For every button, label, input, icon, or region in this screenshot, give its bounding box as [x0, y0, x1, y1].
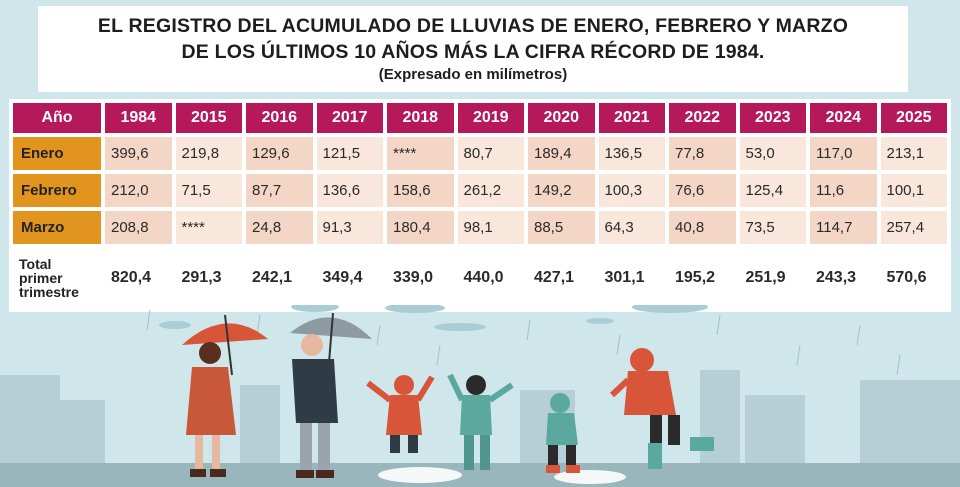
cell-marzo-2016: 24,8 [246, 211, 313, 244]
clouds [159, 305, 708, 331]
child-running-red [609, 348, 714, 469]
cell-enero-2024: 117,0 [810, 137, 877, 170]
column-header-1984: 1984 [105, 103, 172, 133]
cell-marzo-1984: 208,8 [105, 211, 172, 244]
cell-enero-2022: 77,8 [669, 137, 736, 170]
column-header-2021: 2021 [598, 103, 665, 133]
cell-marzo-2019: 98,1 [457, 211, 524, 244]
cell-enero-2015: 219,8 [175, 137, 242, 170]
total-2018: 339,0 [387, 248, 454, 308]
cell-marzo-2025: 257,4 [880, 211, 947, 244]
cell-febrero-2019: 261,2 [457, 174, 524, 207]
total-2016: 242,1 [246, 248, 313, 308]
cell-febrero-2021: 100,3 [598, 174, 665, 207]
cell-febrero-1984: 212,0 [105, 174, 172, 207]
cell-febrero-2016: 87,7 [246, 174, 313, 207]
rain-scene-illustration [0, 305, 960, 487]
cell-marzo-2024: 114,7 [810, 211, 877, 244]
row-enero: Enero 399,6 219,8 129,6 121,5 **** 80,7 … [13, 137, 947, 170]
title-box: EL REGISTRO DEL ACUMULADO DE LLUVIAS DE … [38, 6, 908, 92]
row-label-enero: Enero [13, 137, 101, 170]
total-label-line-2: primer [19, 270, 63, 286]
cell-febrero-2025: 100,1 [880, 174, 947, 207]
child-red-raincoat [366, 375, 435, 453]
column-header-2015: 2015 [175, 103, 242, 133]
woman-with-umbrella [182, 314, 268, 477]
puddles [378, 467, 626, 484]
row-marzo: Marzo 208,8 **** 24,8 91,3 180,4 98,1 88… [13, 211, 947, 244]
total-2023: 251,9 [739, 248, 806, 308]
cell-enero-2020: 189,4 [528, 137, 595, 170]
header-row: Año 1984 2015 2016 2017 2018 2019 2020 2… [13, 103, 947, 133]
cell-marzo-2020: 88,5 [528, 211, 595, 244]
title-line-1: EL REGISTRO DEL ACUMULADO DE LLUVIAS DE … [97, 15, 849, 37]
total-2015: 291,3 [175, 248, 242, 308]
cell-febrero-2018: 158,6 [387, 174, 454, 207]
total-2019: 440,0 [457, 248, 524, 308]
cell-marzo-2023: 73,5 [739, 211, 806, 244]
cell-enero-2019: 80,7 [457, 137, 524, 170]
cell-enero-2016: 129,6 [246, 137, 313, 170]
total-2022: 195,2 [669, 248, 736, 308]
subtitle: (Expresado en milímetros) [378, 66, 568, 83]
total-label-line-3: trimestre [19, 284, 79, 300]
child-green-raincoat [447, 373, 514, 470]
row-total: Total primer trimestre 820,4 291,3 242,1… [13, 248, 947, 308]
column-header-2023: 2023 [739, 103, 806, 133]
column-header-2020: 2020 [528, 103, 595, 133]
rainfall-table: Año 1984 2015 2016 2017 2018 2019 2020 2… [9, 99, 951, 312]
row-label-marzo: Marzo [13, 211, 101, 244]
row-label-febrero: Febrero [13, 174, 101, 207]
child-small-green [546, 393, 580, 473]
total-2020: 427,1 [528, 248, 595, 308]
header-label: Año [13, 103, 101, 133]
total-label-line-1: Total [19, 256, 52, 272]
cell-febrero-2015: 71,5 [175, 174, 242, 207]
total-2021: 301,1 [598, 248, 665, 308]
cell-enero-2017: 121,5 [316, 137, 383, 170]
row-label-total: Total primer trimestre [13, 248, 101, 308]
rain-streaks [146, 309, 901, 376]
cell-febrero-2023: 125,4 [739, 174, 806, 207]
column-header-2022: 2022 [669, 103, 736, 133]
cell-enero-2023: 53,0 [739, 137, 806, 170]
cell-marzo-2015: **** [175, 211, 242, 244]
cell-febrero-2020: 149,2 [528, 174, 595, 207]
man-with-umbrella [290, 312, 372, 478]
cell-marzo-2022: 40,8 [669, 211, 736, 244]
row-febrero: Febrero 212,0 71,5 87,7 136,6 158,6 261,… [13, 174, 947, 207]
column-header-2017: 2017 [316, 103, 383, 133]
cell-febrero-2017: 136,6 [316, 174, 383, 207]
cell-marzo-2021: 64,3 [598, 211, 665, 244]
cell-enero-2025: 213,1 [880, 137, 947, 170]
column-header-2016: 2016 [246, 103, 313, 133]
cell-enero-2018: **** [387, 137, 454, 170]
column-header-2025: 2025 [880, 103, 947, 133]
cell-enero-1984: 399,6 [105, 137, 172, 170]
total-2025: 570,6 [880, 248, 947, 308]
column-header-2018: 2018 [387, 103, 454, 133]
cell-enero-2021: 136,5 [598, 137, 665, 170]
column-header-2019: 2019 [457, 103, 524, 133]
cell-febrero-2024: 11,6 [810, 174, 877, 207]
cell-marzo-2018: 180,4 [387, 211, 454, 244]
title-line-2: DE LOS ÚLTIMOS 10 AÑOS MÁS LA CIFRA RÉCO… [181, 41, 765, 63]
total-2017: 349,4 [316, 248, 383, 308]
total-1984: 820,4 [105, 248, 172, 308]
cell-marzo-2017: 91,3 [316, 211, 383, 244]
total-2024: 243,3 [810, 248, 877, 308]
column-header-2024: 2024 [810, 103, 877, 133]
cell-febrero-2022: 76,6 [669, 174, 736, 207]
